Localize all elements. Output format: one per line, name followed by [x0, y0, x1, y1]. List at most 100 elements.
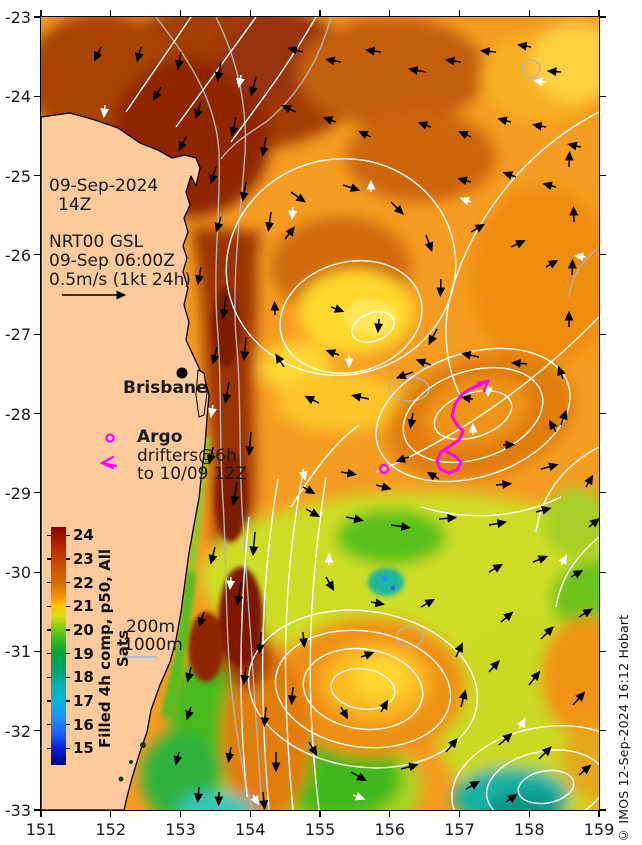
vector-arrow [505, 793, 518, 804]
y-tick-right [599, 412, 606, 415]
vector-arrow [351, 392, 370, 402]
vector-arrow [100, 104, 110, 119]
sst-colorbar [51, 527, 66, 765]
vector-arrow [428, 328, 438, 346]
colorbar-tick [47, 534, 51, 537]
colorbar-tick-label: 21 [73, 597, 94, 616]
vector-arrow [219, 296, 229, 320]
vector-arrow [304, 395, 320, 405]
vector-arrow [248, 76, 258, 97]
vector-arrow [322, 116, 337, 125]
vector-arrow [330, 304, 345, 313]
colorbar-tick-label: 19 [73, 644, 94, 663]
argo-legend-label: Argo [137, 427, 183, 447]
vector-arrow [461, 350, 480, 360]
vector-arrow [538, 746, 552, 760]
vector-arrow [235, 74, 245, 89]
colorbar-tick-label: 16 [73, 715, 94, 734]
x-tick [458, 810, 461, 817]
drifter-until-label: to 10/09 12Z [137, 464, 248, 484]
y-tick [34, 333, 41, 335]
vector-arrow [546, 67, 562, 77]
vector-arrow [559, 409, 568, 426]
x-tick-top [110, 10, 112, 17]
x-tick [249, 810, 251, 817]
vector-arrow [545, 259, 559, 269]
colorbar-tick [66, 629, 70, 631]
y-tick-right [599, 650, 606, 652]
vector-arrow [298, 468, 308, 482]
vector-arrow [370, 598, 386, 608]
vector-arrow [569, 205, 579, 223]
x-tick-label: 154 [234, 820, 266, 839]
vector-arrow [460, 394, 474, 404]
vector-arrow [287, 686, 297, 706]
vector-arrow [197, 611, 207, 628]
vector-arrow [540, 626, 554, 640]
vector-arrow [206, 446, 216, 465]
y-tick-label: -30 [4, 563, 31, 583]
vector-arrow [360, 651, 375, 660]
vector-arrow [500, 611, 514, 623]
vector-arrow [207, 404, 217, 419]
barrier-island [195, 369, 208, 418]
y-tick-label: -23 [4, 8, 31, 27]
vector-arrow [488, 659, 500, 673]
colorbar-tick-label: 17 [73, 692, 94, 711]
vector-arrow [94, 46, 103, 62]
colorbar-tick [47, 581, 51, 584]
y-tick [34, 650, 41, 652]
vector-arrow [339, 706, 349, 720]
colorbar-tick [66, 581, 70, 584]
isobath-legend-line [123, 656, 157, 658]
y-tick [34, 16, 41, 18]
vector-arrow [288, 206, 298, 221]
vector-arrow [230, 481, 240, 506]
vector-arrow [567, 258, 577, 276]
y-tick [34, 492, 41, 494]
vector-arrow [578, 608, 593, 618]
credit-text: © IMOS 12-Sep-2024 16:12 Hobart [616, 614, 631, 843]
city-label: Brisbane [123, 378, 208, 398]
vector-arrow [379, 699, 389, 713]
y-tick-label: -33 [4, 801, 31, 820]
vector-arrow [510, 358, 528, 368]
y-tick [34, 175, 41, 177]
vector-arrow [465, 780, 481, 790]
vector-arrow [255, 631, 265, 655]
y-tick-label: -32 [4, 721, 31, 741]
vector-arrow [400, 762, 419, 772]
colorbar-title: Filled 4h comp, p50, All Sats [96, 548, 132, 748]
x-tick-top [249, 10, 251, 17]
vector-arrow [134, 46, 144, 63]
vector-arrow [185, 666, 194, 683]
colorbar-tick [66, 534, 70, 537]
vector-arrow [302, 485, 316, 495]
colorbar-tick [66, 700, 70, 702]
vector-arrow [193, 786, 203, 804]
vector-arrow [350, 771, 367, 782]
vector-arrow [152, 86, 162, 102]
argo-float-marker [378, 463, 390, 475]
x-tick [389, 810, 391, 817]
vector-arrow [214, 216, 224, 233]
drifter-legend-label: drifters@6h [137, 446, 237, 466]
vector-arrow [532, 555, 549, 564]
drifter-track [435, 379, 490, 475]
vector-arrow [260, 706, 270, 728]
y-tick [34, 730, 41, 732]
colorbar-tick [66, 558, 70, 560]
vector-arrow [470, 223, 486, 233]
vector-arrow [516, 41, 532, 51]
model-time: 09-Sep 06:00Z [49, 251, 175, 271]
y-tick-right [599, 730, 606, 732]
vector-arrow [557, 365, 566, 380]
drifter-legend-glyph [99, 455, 118, 470]
argo-legend-marker [105, 433, 115, 443]
vector-arrow [502, 171, 517, 180]
y-tick [34, 95, 41, 97]
current-vector-arrows [62, 41, 599, 810]
colorbar-tick [47, 723, 51, 726]
y-tick-right [599, 492, 606, 494]
